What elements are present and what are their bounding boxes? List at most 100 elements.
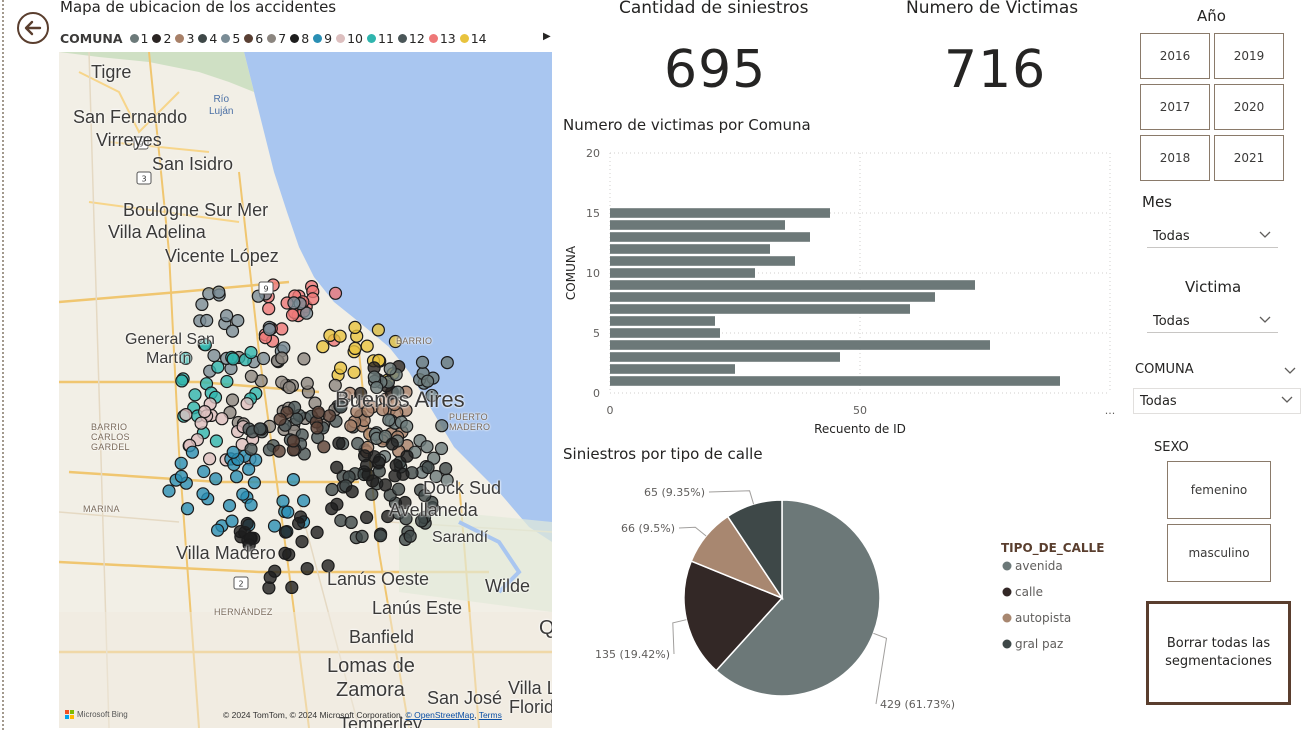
accident-point-comuna-7[interactable] (275, 351, 289, 365)
accident-point-comuna-9[interactable] (226, 445, 240, 459)
accident-point-comuna-8[interactable] (398, 495, 412, 510)
accident-point-comuna-11[interactable] (226, 352, 240, 366)
bar-comuna-4[interactable] (610, 340, 990, 350)
accident-point-comuna-6[interactable] (322, 409, 337, 423)
accident-point-comuna-5[interactable] (287, 296, 301, 310)
accident-point-comuna-7[interactable] (328, 378, 342, 392)
legend-item-comuna-2[interactable]: 2 (152, 31, 171, 46)
accident-point-comuna-14[interactable] (347, 365, 361, 379)
accident-point-comuna-9[interactable] (225, 514, 239, 528)
accident-point-comuna-11[interactable] (198, 338, 212, 352)
accident-point-comuna-11[interactable] (175, 374, 189, 388)
comuna-dropdown[interactable]: Todas (1133, 388, 1301, 414)
accident-point-comuna-9[interactable] (236, 487, 250, 501)
bar-comuna-5[interactable] (610, 328, 720, 338)
accident-point-comuna-8[interactable] (240, 516, 254, 531)
bar-comuna-8[interactable] (610, 292, 935, 302)
accident-point-comuna-11[interactable] (179, 351, 193, 365)
accident-point-comuna-13[interactable] (285, 308, 300, 322)
accident-point-comuna-12[interactable] (334, 400, 348, 414)
pie-slice-avenida[interactable] (715, 499, 881, 697)
accident-point-comuna-4[interactable] (439, 462, 453, 476)
legend-item-comuna-5[interactable]: 5 (221, 31, 240, 46)
accident-point-comuna-14[interactable] (348, 320, 362, 334)
accident-point-comuna-9[interactable] (209, 472, 223, 486)
legend-item-comuna-11[interactable]: 11 (367, 31, 394, 46)
bar-comuna-12[interactable] (610, 244, 770, 254)
legend-item-comuna-14[interactable]: 14 (459, 31, 487, 46)
bar-chart[interactable]: 0 5 10 15 20 0 50... COMUNA Recuento de ID (560, 140, 1120, 440)
bar-comuna-10[interactable] (610, 268, 755, 278)
accident-point-comuna-8[interactable] (300, 561, 314, 576)
legend-item-comuna-6[interactable]: 6 (244, 31, 263, 46)
legend-item-comuna-10[interactable]: 10 (336, 31, 363, 46)
legend-item-comuna-12[interactable]: 12 (397, 31, 425, 46)
accident-point-comuna-1[interactable] (391, 385, 405, 399)
accident-point-comuna-8[interactable] (400, 449, 414, 463)
legend-item-comuna-8[interactable]: 8 (290, 31, 309, 46)
accident-point-comuna-10[interactable] (198, 405, 212, 419)
accident-point-comuna-9[interactable] (174, 456, 188, 470)
osm-link[interactable]: © OpenStreetMap (405, 710, 475, 720)
accident-point-comuna-5[interactable] (300, 306, 314, 320)
accident-point-comuna-8[interactable] (388, 469, 402, 483)
accident-point-comuna-11[interactable] (188, 388, 202, 402)
accident-point-comuna-9[interactable] (162, 484, 176, 498)
accident-point-comuna-9[interactable] (267, 519, 282, 533)
accident-point-comuna-9[interactable] (185, 445, 199, 459)
legend-item-comuna-1[interactable]: 1 (129, 31, 148, 46)
accident-point-comuna-1[interactable] (421, 374, 435, 388)
bar-comuna-2[interactable] (610, 364, 735, 374)
pie-legend-item[interactable]: calle (1015, 585, 1043, 599)
accident-point-comuna-8[interactable] (310, 525, 324, 539)
accident-point-comuna-6[interactable] (311, 405, 325, 419)
bar-comuna-11[interactable] (610, 256, 795, 266)
accident-point-comuna-14[interactable] (333, 329, 347, 343)
year-tile-2017[interactable]: 2017 (1140, 84, 1210, 130)
accident-point-comuna-9[interactable] (281, 505, 295, 519)
accident-point-comuna-4[interactable] (421, 460, 435, 475)
accident-point-comuna-6[interactable] (273, 412, 287, 426)
accident-point-comuna-3[interactable] (361, 404, 375, 418)
accident-point-comuna-8[interactable] (360, 510, 374, 524)
accident-point-comuna-10[interactable] (179, 408, 193, 422)
accident-point-comuna-14[interactable] (316, 340, 330, 354)
accident-point-comuna-7[interactable] (300, 376, 314, 390)
accident-point-comuna-7[interactable] (282, 380, 296, 395)
accident-point-comuna-10[interactable] (194, 416, 208, 430)
accident-point-comuna-9[interactable] (247, 476, 261, 490)
accident-map[interactable]: 9 3 9 2 Tigre Río Luján San Fernando Virrey… (59, 52, 552, 728)
accident-point-comuna-3[interactable] (344, 419, 358, 433)
accident-point-comuna-8[interactable] (366, 474, 380, 488)
sexo-tile-femenino[interactable]: femenino (1167, 461, 1271, 519)
accident-point-comuna-5[interactable] (195, 297, 209, 311)
accident-point-comuna-9[interactable] (197, 464, 211, 479)
accident-point-comuna-1[interactable] (382, 413, 396, 427)
accident-point-comuna-8[interactable] (285, 580, 299, 595)
terms-link[interactable]: Terms (478, 710, 502, 720)
accident-point-comuna-9[interactable] (230, 470, 244, 484)
accident-point-comuna-4[interactable] (392, 482, 406, 496)
year-tile-2021[interactable]: 2021 (1214, 135, 1284, 181)
accident-point-comuna-5[interactable] (212, 285, 226, 299)
accident-point-comuna-9[interactable] (244, 498, 258, 512)
accident-point-comuna-8[interactable] (330, 460, 344, 474)
accident-point-comuna-9[interactable] (297, 494, 311, 508)
accident-point-comuna-4[interactable] (403, 529, 417, 543)
year-tile-2016[interactable]: 2016 (1140, 33, 1210, 79)
accident-point-comuna-6[interactable] (286, 434, 300, 448)
accident-point-comuna-6[interactable] (272, 444, 286, 458)
accident-point-comuna-11[interactable] (211, 360, 225, 374)
accident-point-comuna-8[interactable] (325, 502, 339, 516)
accident-point-comuna-1[interactable] (425, 388, 439, 403)
accident-point-comuna-9[interactable] (196, 487, 210, 501)
accident-point-comuna-14[interactable] (334, 361, 348, 375)
year-tile-2018[interactable]: 2018 (1140, 135, 1210, 181)
accident-point-comuna-8[interactable] (345, 485, 359, 499)
accident-point-comuna-2[interactable] (354, 386, 368, 401)
pie-slice-gral-paz[interactable] (726, 499, 783, 601)
accident-point-comuna-3[interactable] (388, 397, 402, 412)
accident-point-comuna-4[interactable] (418, 488, 432, 503)
accident-point-comuna-1[interactable] (370, 380, 384, 395)
accident-point-comuna-8[interactable] (278, 546, 292, 560)
